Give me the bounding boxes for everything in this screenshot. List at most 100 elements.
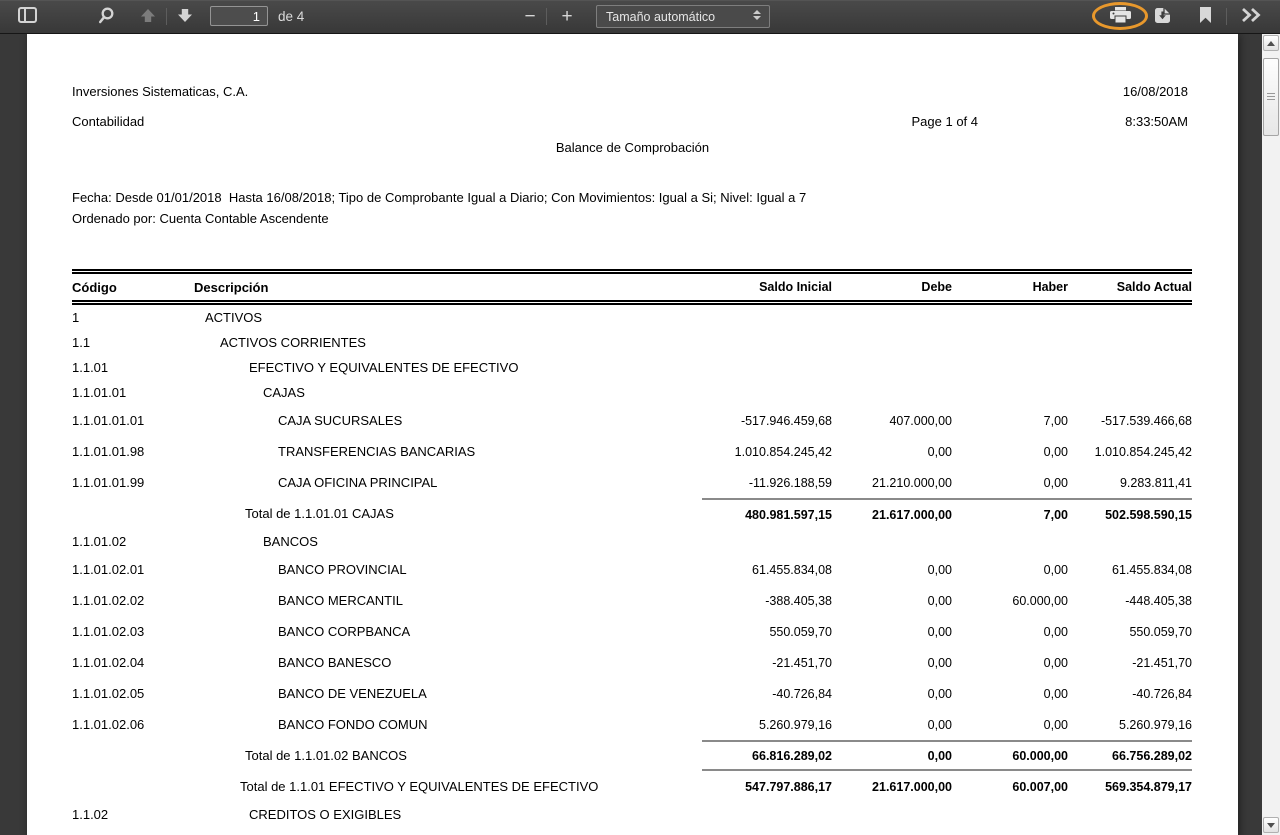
zoom-level-select[interactable]: Tamaño automático <box>596 5 770 28</box>
scroll-up-button[interactable] <box>1263 35 1279 51</box>
cell-saldo-inicial: -388.405,38 <box>765 593 832 608</box>
cell-saldo-actual: 550.059,70 <box>1129 624 1192 639</box>
cell-descripcion: BANCO BANESCO <box>278 655 392 670</box>
search-button[interactable] <box>91 3 121 30</box>
bookmark-button[interactable] <box>1190 3 1220 30</box>
cell-debe: 0,00 <box>927 686 952 701</box>
cell-descripcion: BANCO DE VENEZUELA <box>278 686 427 701</box>
report-date: 16/08/2018 <box>1122 84 1188 99</box>
download-button[interactable] <box>1146 3 1178 30</box>
report-page-label: Page 1 of 4 <box>911 114 979 129</box>
cell-descripcion: ACTIVOS CORRIENTES <box>220 335 366 350</box>
scroll-down-button[interactable] <box>1263 817 1279 833</box>
pdf-viewer-toolbar: de 4 − + Tamaño automático <box>0 0 1280 34</box>
row-amounts <box>702 380 1192 405</box>
sidebar-toggle-button[interactable] <box>12 3 42 30</box>
cell-debe: 21.210.000,00 <box>872 475 952 490</box>
cell-saldo-inicial <box>702 305 832 330</box>
zoom-out-button[interactable]: − <box>516 3 544 30</box>
cell-saldo-inicial: 480.981.597,15 <box>745 507 832 522</box>
trial-balance-table: Código Descripción Saldo Inicial Debe Ha… <box>72 269 1192 827</box>
table-row: 1 ACTIVOS <box>72 305 1192 330</box>
table-row: 1.1.01.01.98 TRANSFERENCIAS BANCARIAS 1.01… <box>72 436 1192 467</box>
cell-debe: 0,00 <box>927 444 952 459</box>
table-row: 1.1.01.02.03 BANCO CORPBANCA 550.059,70 0,0… <box>72 616 1192 647</box>
cell-codigo: 1.1.01.02.04 <box>72 655 145 670</box>
header-saldo-actual: Saldo Actual <box>1116 280 1192 294</box>
cell-debe: 0,00 <box>927 624 952 639</box>
cell-codigo: 1.1.01.02.03 <box>72 624 145 639</box>
cell-saldo-actual: 9.283.811,41 <box>1119 475 1192 490</box>
next-page-button[interactable] <box>171 3 199 30</box>
cell-debe <box>832 330 952 355</box>
cell-saldo-actual: 502.598.590,15 <box>1105 507 1192 522</box>
row-amounts: -40.726,84 0,00 0,00 -40.726,84 <box>702 678 1192 709</box>
select-spinner-icon <box>753 10 761 20</box>
cell-saldo-inicial: 550.059,70 <box>769 624 832 639</box>
cell-codigo: 1.1.01.01 <box>72 385 127 400</box>
header-saldo-inicial: Saldo Inicial <box>759 280 832 294</box>
cell-haber: 0,00 <box>1043 624 1068 639</box>
bookmark-icon <box>1199 7 1212 26</box>
cell-debe <box>832 529 952 554</box>
cell-codigo: 1.1.01.01.99 <box>72 475 145 490</box>
row-amounts: 550.059,70 0,00 0,00 550.059,70 <box>702 616 1192 647</box>
report-time: 8:33:50AM <box>1125 114 1188 129</box>
triangle-down-icon <box>1267 822 1275 828</box>
cell-descripcion: TRANSFERENCIAS BANCARIAS <box>278 444 476 459</box>
double-chevron-right-icon <box>1241 7 1263 26</box>
search-icon <box>98 7 115 27</box>
table-row: 1.1.01.02.06 BANCO FONDO COMUN 5.260.979,1… <box>72 709 1192 740</box>
cell-saldo-actual <box>1068 355 1192 380</box>
row-amounts: -388.405,38 0,00 60.000,00 -448.405,38 <box>702 585 1192 616</box>
cell-haber: 60.000,00 <box>1012 593 1068 608</box>
cell-debe <box>832 355 952 380</box>
cell-debe: 21.617.000,00 <box>872 779 952 794</box>
table-row: 1.1.01.02.04 BANCO BANESCO -21.451,70 0,00 0… <box>72 647 1192 678</box>
cell-codigo: 1.1.01.02.02 <box>72 593 145 608</box>
header-amounts: Saldo Inicial Debe Haber Saldo Actual <box>702 280 1192 294</box>
arrow-up-icon <box>140 8 156 26</box>
cell-descripcion: BANCO MERCANTIL <box>278 593 403 608</box>
row-amounts: 66.816.289,02 0,00 60.000,00 66.756.289,02 <box>702 740 1192 771</box>
previous-page-button[interactable] <box>134 3 162 30</box>
cell-debe: 0,00 <box>927 655 952 670</box>
cell-haber: 0,00 <box>1043 444 1068 459</box>
cell-saldo-actual: -40.726,84 <box>1132 686 1192 701</box>
secondary-toolbar-toggle-button[interactable] <box>1234 3 1270 30</box>
row-amounts: 5.260.979,16 0,00 0,00 5.260.979,16 <box>702 709 1192 740</box>
cell-debe <box>832 380 952 405</box>
report-title: Balance de Comprobación <box>555 140 710 155</box>
cell-haber <box>952 529 1068 554</box>
cell-haber <box>952 330 1068 355</box>
cell-saldo-inicial: 1.010.854.245,42 <box>734 444 832 459</box>
cell-codigo: 1.1.01.01.01 <box>72 413 145 428</box>
cell-haber <box>952 305 1068 330</box>
row-amounts: -21.451,70 0,00 0,00 -21.451,70 <box>702 647 1192 678</box>
cell-codigo <box>72 771 194 802</box>
cell-saldo-actual: 1.010.854.245,42 <box>1094 444 1192 459</box>
download-icon <box>1154 7 1171 27</box>
cell-codigo: 1.1.01.02.05 <box>72 686 145 701</box>
cell-codigo: 1.1.02 <box>72 807 109 822</box>
cell-debe <box>832 802 952 827</box>
page-number-input[interactable] <box>210 6 268 26</box>
cell-descripcion: BANCO PROVINCIAL <box>278 562 407 577</box>
row-amounts <box>702 305 1192 330</box>
cell-debe: 407.000,00 <box>889 413 952 428</box>
zoom-in-button[interactable]: + <box>553 3 581 30</box>
cell-saldo-actual: -21.451,70 <box>1132 655 1192 670</box>
zoom-out-icon: − <box>524 6 536 27</box>
toolbar-separator <box>166 8 167 25</box>
table-header-row: Código Descripción Saldo Inicial Debe Ha… <box>72 274 1192 300</box>
table-row: 1.1.01.02.02 BANCO MERCANTIL -388.405,38 0,… <box>72 585 1192 616</box>
cell-codigo <box>72 498 194 529</box>
scrollbar-thumb[interactable] <box>1263 58 1279 136</box>
print-button[interactable] <box>1104 3 1136 30</box>
page-count-label: de 4 <box>278 9 305 24</box>
table-row: 1.1.01.02 BANCOS <box>72 529 1192 554</box>
cell-saldo-inicial <box>702 529 832 554</box>
cell-haber: 0,00 <box>1043 475 1068 490</box>
table-row: 1.1 ACTIVOS CORRIENTES <box>72 330 1192 355</box>
cell-saldo-inicial: -517.946.459,68 <box>740 413 832 428</box>
